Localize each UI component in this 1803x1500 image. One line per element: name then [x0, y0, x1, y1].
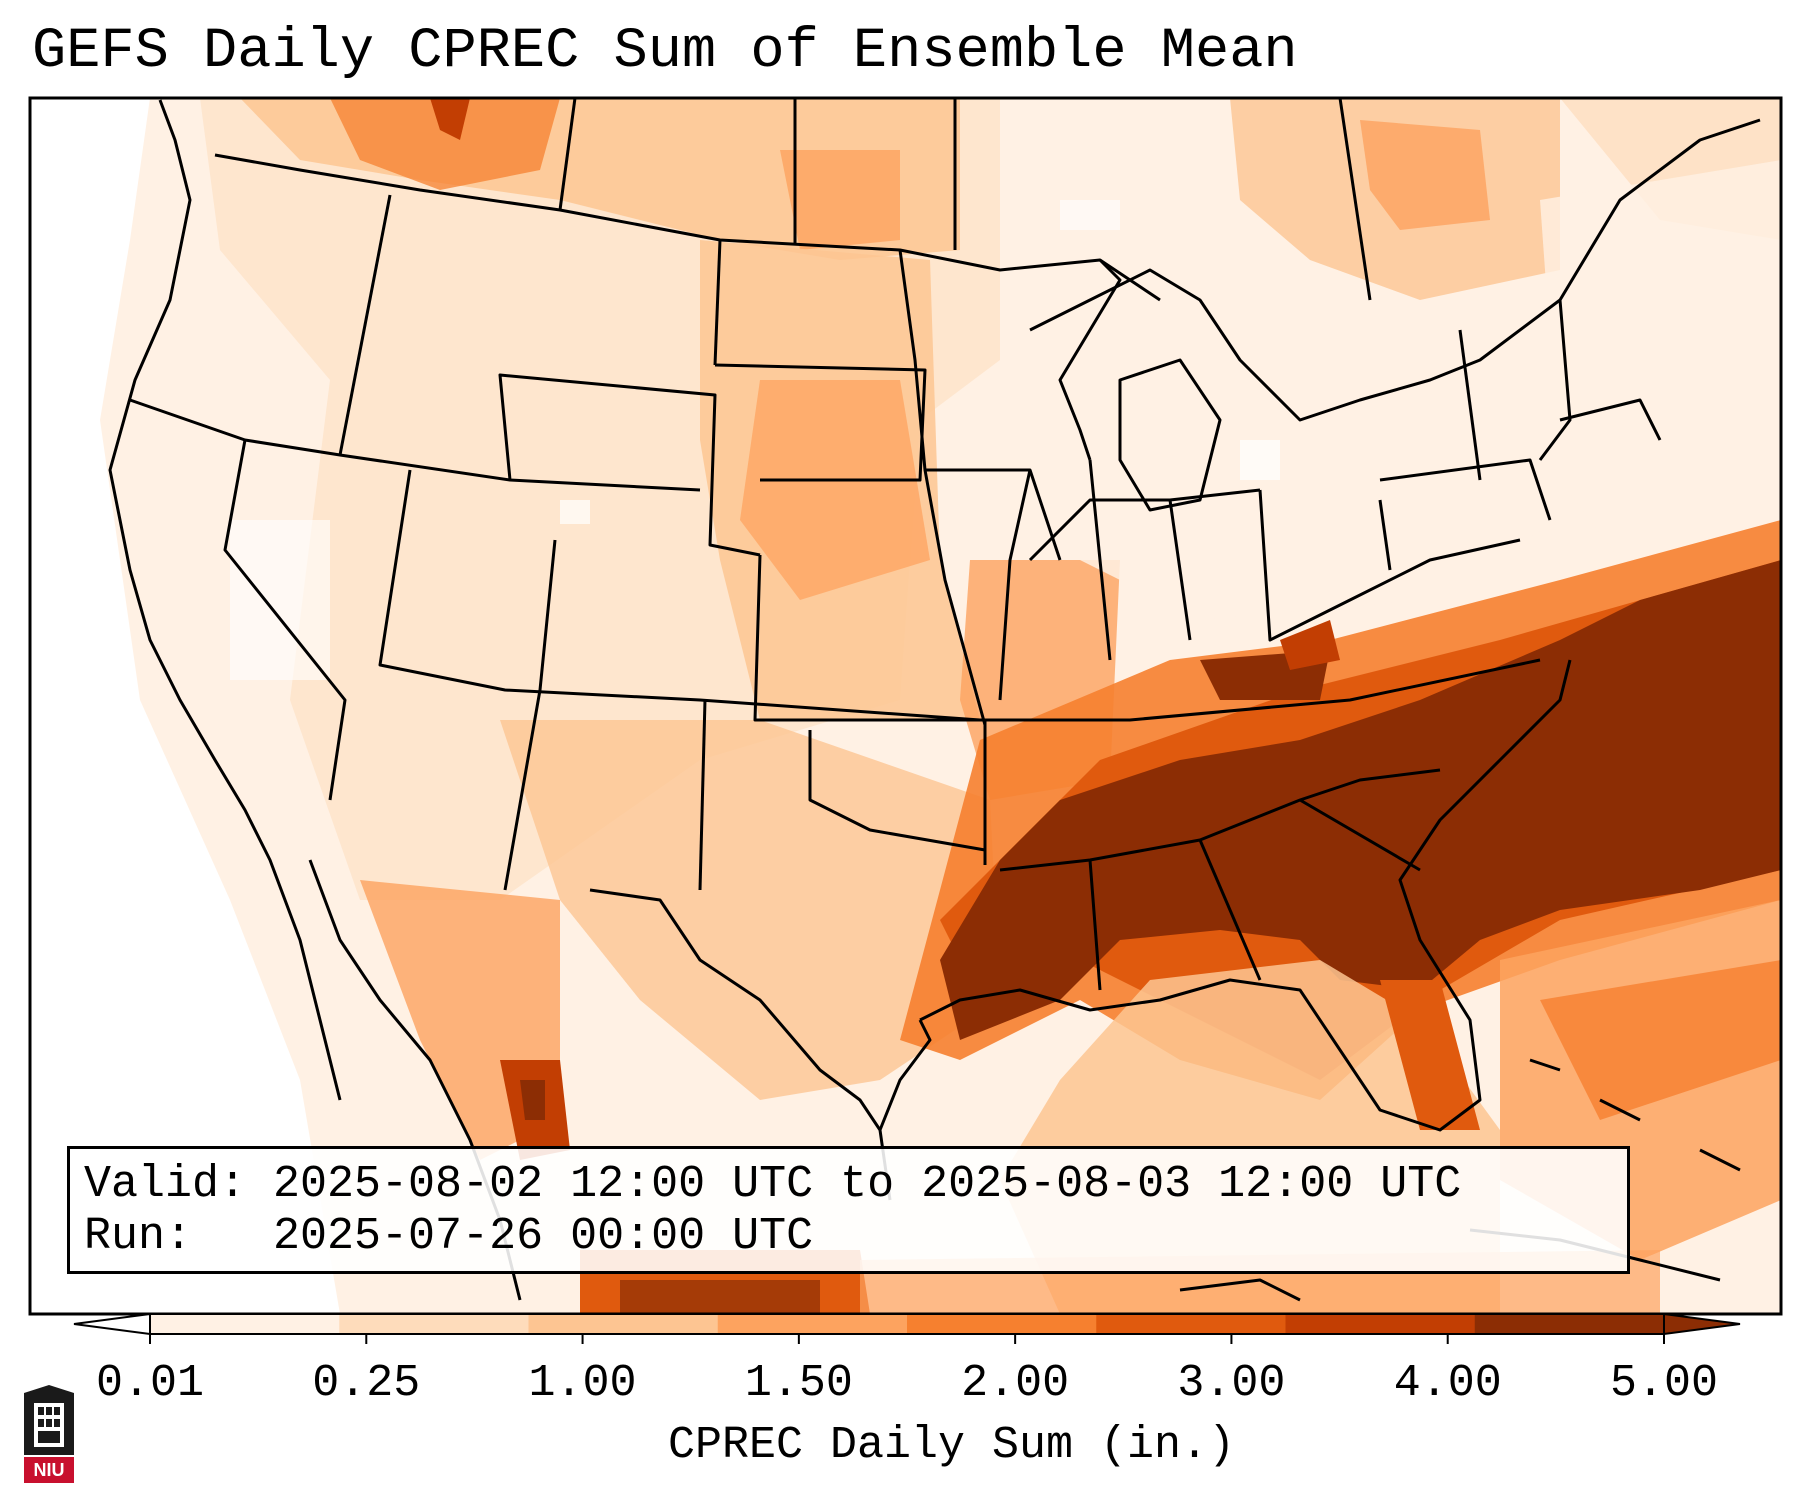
colorbar-segment — [907, 1314, 1097, 1334]
university-tower-icon — [24, 1385, 74, 1483]
colorbar-over-triangle — [1663, 1312, 1741, 1336]
colorbar-tick-label: 5.00 — [1609, 1358, 1719, 1409]
colorbar-segment — [1285, 1314, 1476, 1334]
colorbar-tick-label: 3.00 — [1177, 1358, 1286, 1409]
colorbar-tick-label: 4.00 — [1393, 1358, 1502, 1409]
colorbar-tick-label: 0.01 — [95, 1358, 205, 1409]
colorbar-segment — [1474, 1314, 1665, 1334]
run-time-text: Run: 2025-07-26 00:00 UTC — [84, 1211, 814, 1262]
logo-text: NIU — [33, 1460, 65, 1480]
colorbar-tick-label: 2.00 — [961, 1358, 1070, 1409]
valid-time-text: Valid: 2025-08-02 12:00 UTC to 2025-08-0… — [84, 1159, 1462, 1210]
colorbar-label: CPREC Daily Sum (in.) — [667, 1420, 1236, 1471]
colorbar-tick-label: 0.25 — [312, 1358, 421, 1409]
figure-title: GEFS Daily CPREC Sum of Ensemble Mean — [32, 20, 1298, 84]
colorbar-under-triangle — [73, 1312, 151, 1336]
colorbar-segment — [528, 1314, 719, 1334]
colorbar-tick-label: 1.50 — [744, 1358, 853, 1409]
colorbar-segment — [339, 1314, 529, 1334]
colorbar — [73, 1312, 1741, 1344]
colorbar-segment — [1096, 1314, 1286, 1334]
valid-run-info-box: Valid: 2025-08-02 12:00 UTC to 2025-08-0… — [67, 1146, 1630, 1274]
boundary-lines — [108, 98, 1761, 1302]
colorbar-tick-label: 1.00 — [528, 1358, 637, 1409]
colorbar-segment — [717, 1314, 908, 1334]
colorbar-segment — [150, 1314, 340, 1334]
